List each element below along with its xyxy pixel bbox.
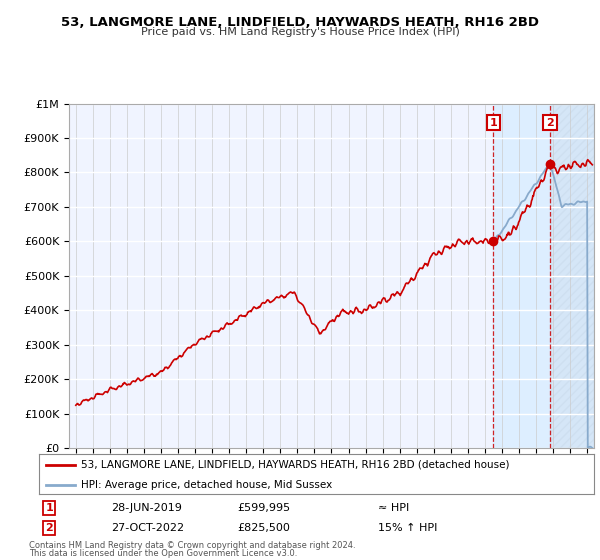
Text: HPI: Average price, detached house, Mid Sussex: HPI: Average price, detached house, Mid … (80, 480, 332, 490)
Text: 15% ↑ HPI: 15% ↑ HPI (378, 522, 437, 533)
Text: £825,500: £825,500 (237, 522, 290, 533)
Bar (493, 104, 594, 448)
Bar (550, 104, 594, 448)
Text: ≈ HPI: ≈ HPI (378, 503, 409, 513)
Text: 28-JUN-2019: 28-JUN-2019 (111, 503, 182, 513)
Text: 1: 1 (490, 118, 497, 128)
Text: 2: 2 (546, 118, 554, 128)
Text: £599,995: £599,995 (237, 503, 290, 513)
Text: 53, LANGMORE LANE, LINDFIELD, HAYWARDS HEATH, RH16 2BD: 53, LANGMORE LANE, LINDFIELD, HAYWARDS H… (61, 16, 539, 29)
Text: Price paid vs. HM Land Registry's House Price Index (HPI): Price paid vs. HM Land Registry's House … (140, 27, 460, 37)
Text: This data is licensed under the Open Government Licence v3.0.: This data is licensed under the Open Gov… (29, 549, 297, 558)
Text: 1: 1 (46, 503, 53, 513)
Text: Contains HM Land Registry data © Crown copyright and database right 2024.: Contains HM Land Registry data © Crown c… (29, 541, 355, 550)
Text: 2: 2 (46, 522, 53, 533)
Text: 53, LANGMORE LANE, LINDFIELD, HAYWARDS HEATH, RH16 2BD (detached house): 53, LANGMORE LANE, LINDFIELD, HAYWARDS H… (80, 460, 509, 470)
Text: 27-OCT-2022: 27-OCT-2022 (111, 522, 184, 533)
